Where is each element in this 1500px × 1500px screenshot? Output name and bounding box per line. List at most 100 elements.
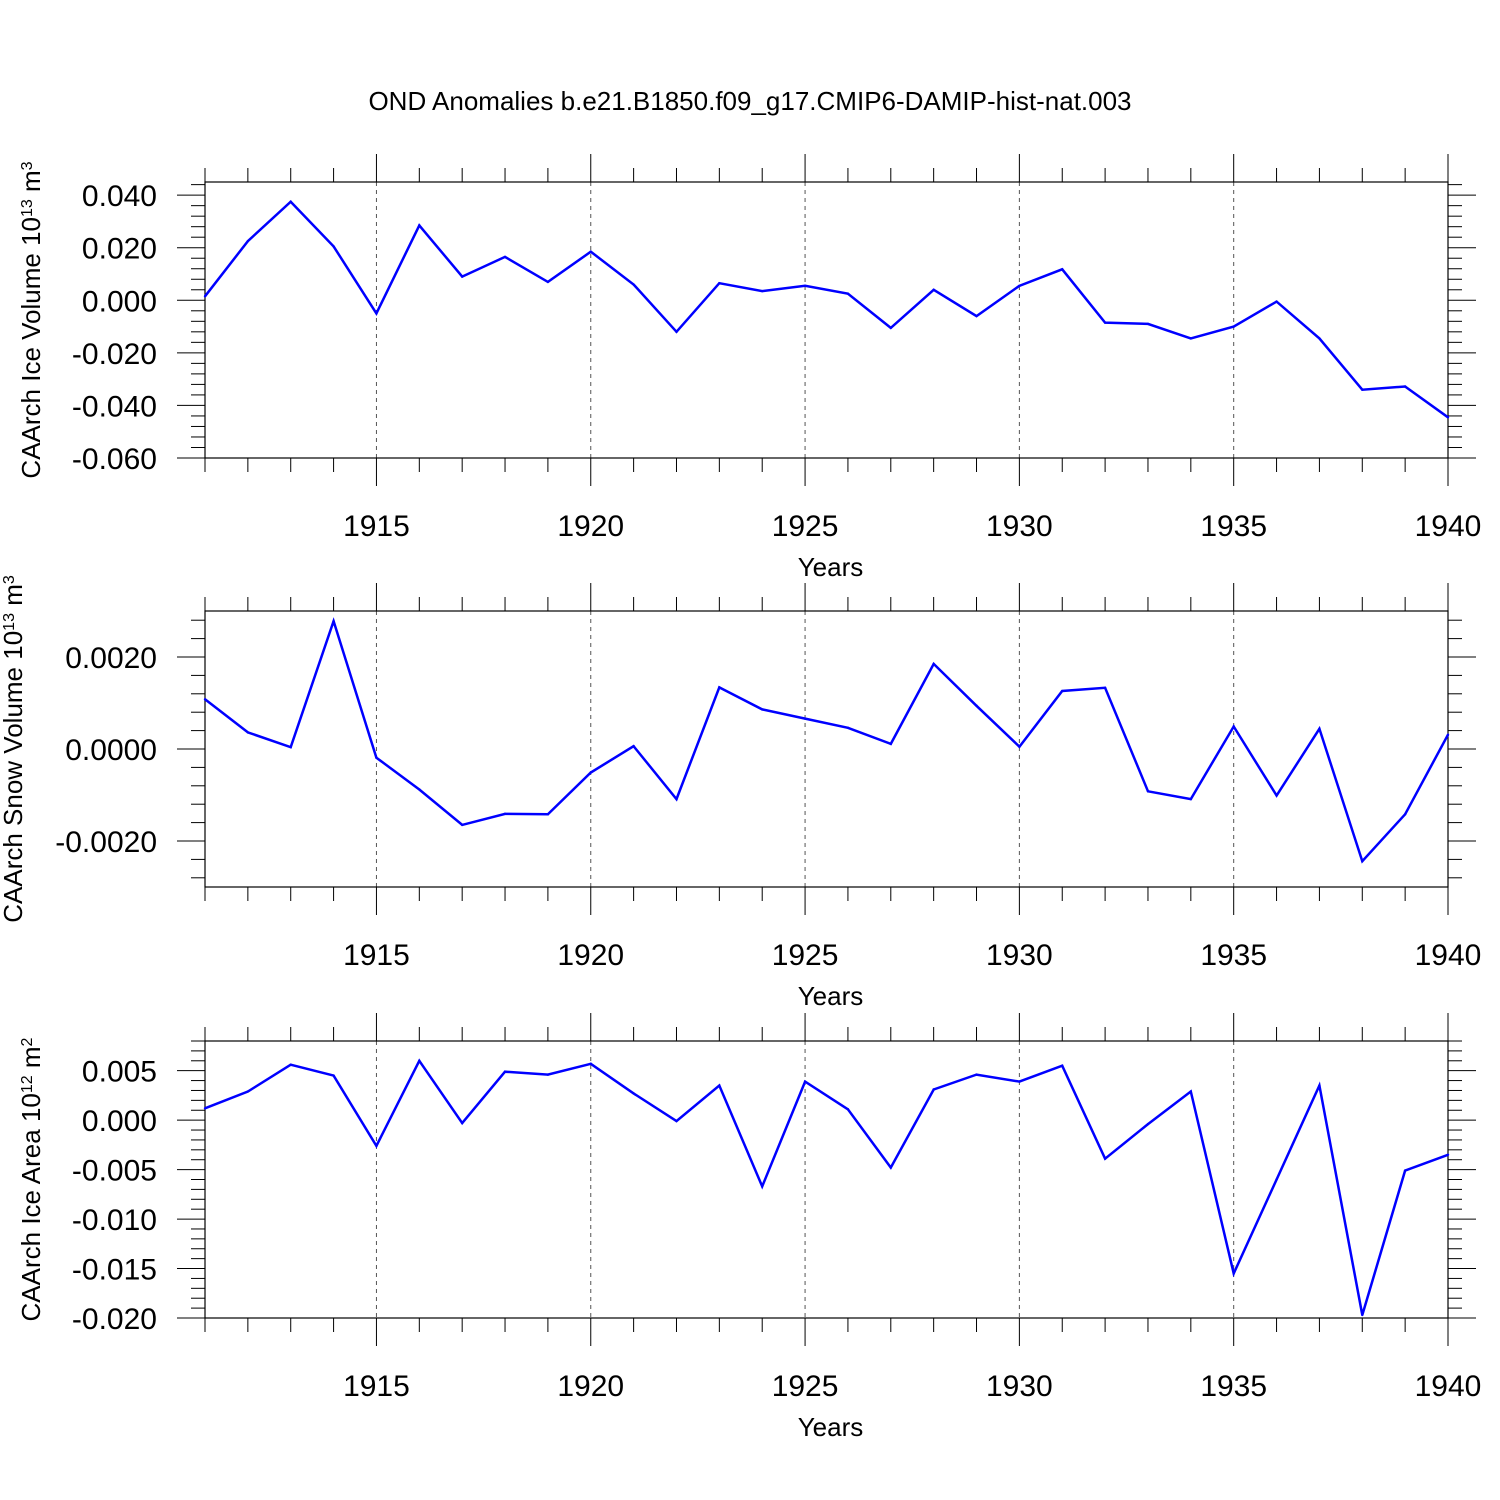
data-point	[203, 698, 207, 701]
y-axis-label-main: CAArch Ice Volume 10	[16, 217, 46, 479]
data-point	[889, 1166, 892, 1169]
data-point	[246, 731, 250, 734]
data-point	[1146, 1122, 1150, 1126]
x-tick-label: 1940	[1415, 939, 1482, 972]
data-point	[203, 295, 207, 298]
data-point	[1189, 337, 1193, 340]
data-point	[1018, 745, 1021, 748]
data-point	[975, 1073, 978, 1076]
y-axis-label: CAArch Snow Volume 1013 m3	[0, 575, 28, 923]
x-tick-label: 1935	[1200, 939, 1267, 972]
y-axis-label-exponent: 13	[1, 613, 18, 631]
y-axis-label: CAArch Ice Area 1012 m2	[16, 1037, 46, 1321]
data-point	[1189, 797, 1193, 801]
data-point	[418, 224, 421, 227]
x-axis-label: Years	[798, 981, 864, 1011]
y-tick-label: -0.015	[72, 1254, 157, 1287]
data-point	[803, 717, 807, 720]
panel-3: 1915 1920 1925 1930 1935 1940 Years 0.005 0.000 -…	[16, 1013, 1481, 1442]
x-tick-label: 1920	[557, 1370, 624, 1403]
data-point	[718, 686, 721, 689]
data-point	[761, 1185, 764, 1188]
data-point	[1232, 725, 1235, 728]
data-point	[1146, 322, 1150, 326]
data-point	[546, 280, 550, 284]
plot-frame	[204, 181, 1449, 459]
x-axis-label: Years	[798, 552, 864, 582]
x-tick-label: 1920	[557, 939, 624, 972]
data-point	[803, 1080, 807, 1083]
data-point	[589, 250, 592, 253]
data-point	[332, 245, 335, 248]
data-point	[1275, 300, 1278, 303]
data-point	[460, 823, 464, 827]
data-point	[418, 1059, 421, 1062]
data-point	[246, 239, 250, 243]
data-point	[1318, 1084, 1321, 1087]
data-point	[1275, 1178, 1278, 1181]
data-point	[1361, 1313, 1364, 1317]
data-point	[1018, 284, 1021, 288]
chart-title: OND Anomalies b.e21.B1850.f09_g17.CMIP6-…	[368, 86, 1131, 116]
data-point	[1103, 321, 1107, 324]
data-point	[460, 275, 464, 278]
data-point	[1018, 1080, 1021, 1083]
y-axis-label-unit-exponent: 2	[19, 1037, 36, 1046]
data-point	[1189, 1090, 1193, 1093]
data-point	[932, 662, 935, 666]
data-point	[203, 1107, 207, 1110]
y-tick-label: -0.005	[72, 1155, 157, 1188]
x-tick-label: 1915	[343, 1370, 410, 1403]
data-point	[1061, 1064, 1064, 1067]
y-axis-label-main: CAArch Ice Area 10	[16, 1093, 46, 1321]
data-point	[332, 619, 335, 623]
data-point	[1061, 268, 1064, 271]
data-point	[1318, 337, 1321, 340]
data-point	[1446, 416, 1450, 419]
x-tick-label: 1930	[986, 510, 1053, 543]
x-tick-label: 1925	[772, 1370, 839, 1403]
data-point	[289, 745, 292, 749]
data-point	[460, 1121, 464, 1125]
y-tick-label: 0.000	[82, 1105, 157, 1138]
x-tick-label: 1935	[1200, 510, 1267, 543]
y-axis-label-unit-exponent: 3	[1, 575, 18, 584]
y-axis-label-exponent: 12	[19, 1075, 36, 1093]
data-point	[675, 330, 678, 334]
data-point	[589, 1062, 592, 1065]
y-tick-label: -0.020	[72, 1303, 157, 1336]
data-point	[975, 704, 978, 707]
data-point	[332, 1074, 335, 1077]
data-point	[1403, 385, 1407, 388]
data-point	[503, 1070, 507, 1073]
panel-1: 1915 1920 1925 1930 1935 1940 Years 0.040 0.020 0…	[16, 154, 1481, 582]
data-point	[846, 1108, 850, 1111]
data-point	[1275, 794, 1278, 797]
data-point	[1403, 813, 1407, 816]
data-point	[1446, 733, 1450, 736]
data-point	[761, 289, 764, 293]
data-point	[889, 742, 892, 746]
y-tick-label: 0.0000	[65, 734, 157, 767]
data-point	[932, 288, 935, 291]
data-point	[289, 1063, 292, 1066]
y-tick-label: -0.0020	[55, 826, 157, 859]
y-tick-label: 0.005	[82, 1056, 157, 1089]
data-point	[418, 788, 421, 791]
data-point	[1361, 388, 1364, 391]
y-tick-label: -0.020	[72, 338, 157, 371]
data-point	[1103, 686, 1107, 690]
data-point	[1232, 1272, 1235, 1275]
y-tick-label: -0.040	[72, 390, 157, 423]
x-tick-label: 1930	[986, 939, 1053, 972]
y-axis-label-unit: m	[0, 584, 28, 613]
data-point	[718, 1084, 721, 1087]
data-point	[589, 771, 592, 774]
data-point	[289, 200, 292, 203]
data-point	[246, 1090, 250, 1093]
data-point	[846, 726, 850, 730]
data-series-line	[204, 617, 1450, 864]
y-axis-label-main: CAArch Snow Volume 10	[0, 631, 28, 923]
x-tick-label: 1935	[1200, 1370, 1267, 1403]
